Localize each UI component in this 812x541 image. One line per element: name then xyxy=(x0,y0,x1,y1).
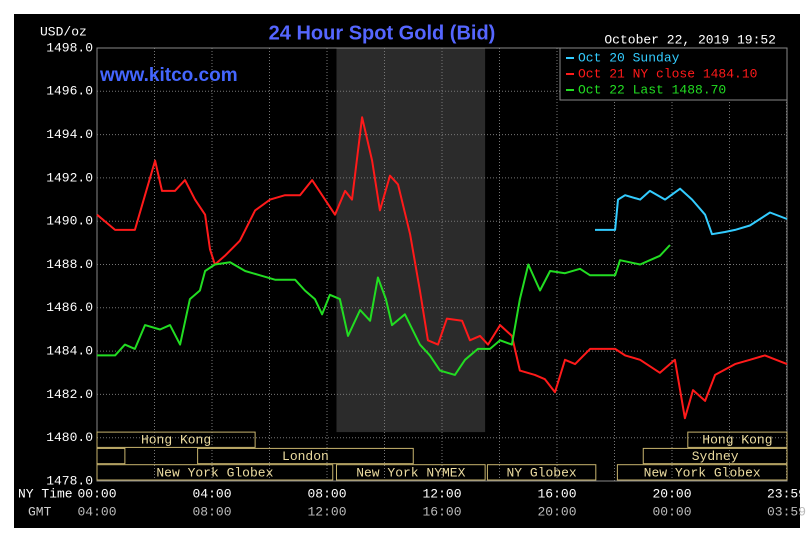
y-tick-label: 1478.0 xyxy=(46,473,93,488)
x-tick-label: 08:00 xyxy=(307,486,346,501)
x-tick-label: 04:00 xyxy=(192,486,231,501)
y-tick-label: 1498.0 xyxy=(46,40,93,55)
y-tick-label: 1490.0 xyxy=(46,214,93,229)
x2-tick-label: 16:00 xyxy=(422,504,461,519)
session-label: New York Globex xyxy=(644,465,761,480)
x-tick-label: 20:00 xyxy=(652,486,691,501)
x2-tick-label: 04:00 xyxy=(77,504,116,519)
session-box xyxy=(335,464,486,481)
x-tick-label: 00:00 xyxy=(77,486,116,501)
x-tick-label: 12:00 xyxy=(422,486,461,501)
session-label: Hong Kong xyxy=(141,433,211,448)
y-tick-label: 1480.0 xyxy=(46,430,93,445)
x-tick-label: 23:59 xyxy=(767,486,806,501)
session-label: NY Globex xyxy=(507,465,577,480)
y-tick-label: 1492.0 xyxy=(46,170,93,185)
session-label: Sydney xyxy=(692,449,739,464)
chart-title: 24 Hour Spot Gold (Bid) xyxy=(269,22,496,44)
plot-frame xyxy=(96,47,788,482)
y-tick-label: 1494.0 xyxy=(46,127,93,142)
legend-label: Oct 20 Sunday xyxy=(578,50,680,65)
legend-label: Oct 21 NY close 1484.10 xyxy=(578,66,757,81)
session-box xyxy=(486,464,597,481)
website: www.kitco.com xyxy=(99,65,238,86)
x2-axis-label: GMT xyxy=(28,504,52,519)
x2-tick-label: 00:00 xyxy=(652,504,691,519)
session-box xyxy=(616,464,788,481)
y-tick-label: 1482.0 xyxy=(46,387,93,402)
session-box xyxy=(642,447,788,465)
session-box xyxy=(687,431,788,448)
session-box xyxy=(96,464,334,481)
y-tick-label: 1484.0 xyxy=(46,344,93,359)
x-tick-label: 16:00 xyxy=(537,486,576,501)
series-line xyxy=(595,187,788,236)
legend-label: Oct 22 Last 1488.70 xyxy=(578,82,726,97)
series-line xyxy=(96,116,788,420)
y-axis-label: USD/oz xyxy=(40,24,87,39)
session-box xyxy=(96,447,126,465)
session-box xyxy=(197,447,414,465)
session-box xyxy=(96,431,256,448)
session-label: Hong Kong xyxy=(702,433,772,448)
session-label: New York NYMEX xyxy=(356,465,465,480)
legend-box xyxy=(559,47,788,101)
series-line xyxy=(97,244,671,376)
y-tick-label: 1488.0 xyxy=(46,257,93,272)
y-tick-label: 1486.0 xyxy=(46,300,93,315)
x2-tick-label: 20:00 xyxy=(537,504,576,519)
session-label: London xyxy=(282,449,329,464)
x2-tick-label: 12:00 xyxy=(307,504,346,519)
x2-tick-label: 03:59 xyxy=(767,504,806,519)
plot: 1478.0 1480.0 1482.0 1484.0 1486.0 1488.0 1490… xyxy=(46,40,806,519)
x2-tick-label: 08:00 xyxy=(192,504,231,519)
timestamp: October 22, 2019 19:52 xyxy=(604,32,776,47)
y-tick-label: 1496.0 xyxy=(46,84,93,99)
session-label: New York Globex xyxy=(156,465,273,480)
x-axis-label: NY Time xyxy=(18,486,73,501)
